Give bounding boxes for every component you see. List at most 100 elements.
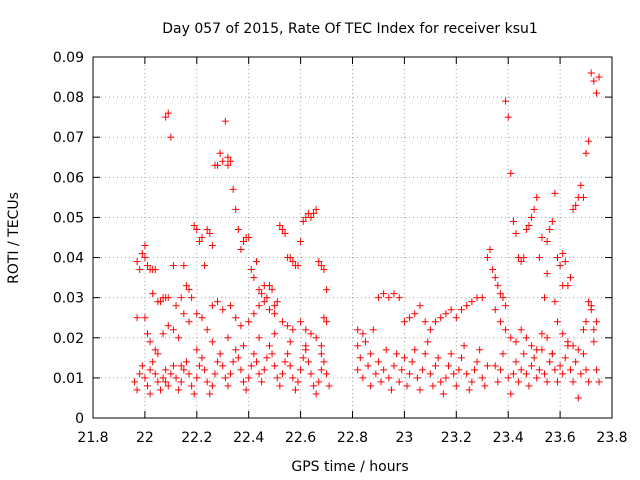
data-point — [400, 354, 408, 362]
data-point — [507, 169, 515, 177]
data-point — [297, 366, 305, 374]
data-point — [323, 286, 331, 294]
data-point — [180, 262, 188, 270]
x-tick-label: 23.6 — [545, 430, 576, 446]
data-point — [206, 229, 214, 237]
data-point — [203, 225, 211, 233]
data-point — [528, 213, 536, 221]
data-point — [214, 298, 222, 306]
data-point — [237, 322, 245, 330]
data-point — [408, 358, 416, 366]
data-point — [374, 358, 382, 366]
data-point — [437, 378, 445, 386]
data-point — [439, 390, 447, 398]
data-point — [237, 246, 245, 254]
data-point — [149, 290, 157, 298]
y-tick-label: 0.09 — [53, 50, 84, 66]
data-point — [561, 258, 569, 266]
data-point — [198, 354, 206, 362]
data-point — [491, 362, 499, 370]
data-point — [299, 354, 307, 362]
data-point — [162, 113, 170, 121]
data-point — [177, 362, 185, 370]
data-point — [364, 362, 372, 370]
data-point — [543, 334, 551, 342]
data-point — [361, 338, 369, 346]
data-point — [255, 302, 263, 310]
data-point — [278, 370, 286, 378]
data-point — [566, 274, 574, 282]
data-point — [541, 370, 549, 378]
data-point — [548, 217, 556, 225]
data-point — [406, 370, 414, 378]
data-point — [421, 318, 429, 326]
data-point — [193, 346, 201, 354]
data-point — [543, 378, 551, 386]
data-point — [481, 382, 489, 390]
data-point — [271, 330, 279, 338]
data-point — [198, 314, 206, 322]
data-point — [141, 374, 149, 382]
data-point — [577, 181, 585, 189]
data-point — [143, 382, 151, 390]
data-point — [569, 342, 577, 350]
data-point — [320, 266, 328, 274]
data-point — [579, 350, 587, 358]
data-point — [164, 109, 172, 117]
data-point — [234, 354, 242, 362]
data-point — [445, 362, 453, 370]
data-point — [538, 330, 546, 338]
data-point — [380, 366, 388, 374]
data-point — [188, 382, 196, 390]
data-point — [232, 346, 240, 354]
data-point — [232, 205, 240, 213]
data-point — [180, 366, 188, 374]
data-point — [380, 290, 388, 298]
data-point — [224, 334, 232, 342]
data-point — [393, 350, 401, 358]
data-point — [263, 354, 271, 362]
data-point — [310, 382, 318, 390]
data-point — [590, 326, 598, 334]
data-point — [250, 350, 258, 358]
x-tick-label: 23.8 — [596, 430, 627, 446]
data-point — [193, 225, 201, 233]
data-point — [247, 362, 255, 370]
data-point — [240, 378, 248, 386]
data-point — [585, 298, 593, 306]
data-point — [437, 314, 445, 322]
y-tick-label: 0.06 — [53, 170, 84, 186]
data-point — [502, 97, 510, 105]
x-tick-label: 23.2 — [441, 430, 472, 446]
data-point — [203, 326, 211, 334]
data-point — [494, 378, 502, 386]
data-point — [390, 290, 398, 298]
data-point — [154, 378, 162, 386]
data-point — [590, 338, 598, 346]
data-point — [245, 234, 253, 241]
data-point — [250, 310, 258, 318]
data-point — [509, 217, 517, 225]
data-point — [271, 362, 279, 370]
data-point — [377, 378, 385, 386]
x-tick-label: 21.8 — [77, 430, 108, 446]
data-point — [569, 205, 577, 213]
y-tick-label: 0.02 — [53, 331, 84, 347]
data-point — [504, 374, 512, 382]
data-point — [131, 378, 139, 386]
y-tick-label: 0.08 — [53, 90, 84, 106]
data-point — [424, 338, 432, 346]
data-point — [317, 342, 325, 350]
data-point — [579, 193, 587, 201]
data-point — [515, 378, 523, 386]
data-point — [276, 221, 284, 229]
data-point — [429, 382, 437, 390]
data-point — [240, 342, 248, 350]
data-point — [133, 314, 141, 322]
data-point — [528, 342, 536, 350]
data-point — [182, 358, 190, 366]
data-point — [395, 294, 403, 302]
data-point — [478, 374, 486, 382]
data-point — [162, 366, 170, 374]
